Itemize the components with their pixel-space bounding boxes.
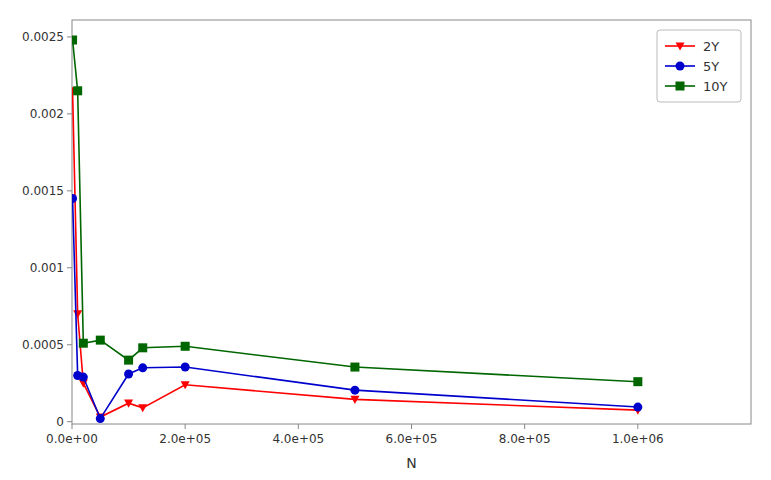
y-tick — [67, 36, 72, 37]
y-tick-label: 0.001 — [30, 261, 64, 275]
data-layer — [72, 36, 642, 424]
point-marker — [96, 336, 105, 345]
legend-marker — [676, 82, 685, 91]
x-tick-label: 2.0e+05 — [159, 432, 211, 446]
plot-frame — [72, 20, 751, 424]
y-tick — [67, 113, 72, 114]
x-tick — [411, 424, 412, 429]
point-marker — [124, 356, 133, 365]
x-tick-label: 0.0e+00 — [46, 432, 98, 446]
legend-label: 10Y — [703, 79, 728, 94]
point-marker — [181, 381, 190, 389]
point-marker — [72, 194, 77, 203]
y-tick-label: 0.0015 — [22, 184, 64, 198]
x-tick — [72, 424, 73, 429]
x-tick — [524, 424, 525, 429]
point-marker — [73, 310, 82, 318]
legend-marker — [676, 62, 685, 71]
legend-label: 5Y — [703, 59, 719, 74]
point-marker — [633, 403, 642, 412]
point-marker — [350, 363, 359, 372]
series-line — [73, 199, 638, 419]
y-tick — [67, 344, 72, 345]
y-tick — [67, 421, 72, 422]
y-tick — [67, 190, 72, 191]
point-marker — [181, 342, 190, 351]
point-marker — [79, 339, 88, 348]
x-tick-label: 1.0e+06 — [612, 432, 664, 446]
x-tick-label: 6.0e+05 — [386, 432, 438, 446]
point-marker — [181, 363, 190, 372]
legend: 2Y 5Y 10Y — [657, 30, 741, 102]
y-tick-label: 0.002 — [30, 107, 64, 121]
point-marker — [138, 363, 147, 372]
y-tick-label: 0.0005 — [22, 338, 64, 352]
point-marker — [350, 396, 359, 404]
legend-marker — [676, 42, 685, 50]
axes: 0.0e+00 2.0e+05 4.0e+05 6.0e+05 8.0e+05 1.0e+… — [22, 30, 664, 446]
series — [72, 194, 642, 423]
point-marker — [79, 373, 88, 382]
point-marker — [96, 414, 105, 423]
point-marker — [138, 404, 147, 412]
point-marker — [138, 343, 147, 352]
x-tick — [185, 424, 186, 429]
point-marker — [72, 36, 77, 45]
x-tick-label: 4.0e+05 — [272, 432, 324, 446]
point-marker — [73, 86, 82, 95]
point-marker — [633, 377, 642, 386]
point-marker — [124, 369, 133, 378]
x-axis-label: N — [406, 455, 416, 471]
x-tick — [637, 424, 638, 429]
y-tick-label: 0.0025 — [22, 30, 64, 44]
chart-container: 0.0e+00 2.0e+05 4.0e+05 6.0e+05 8.0e+05 1.0e+… — [0, 0, 771, 480]
series — [72, 87, 642, 421]
chart-svg: 0.0e+00 2.0e+05 4.0e+05 6.0e+05 8.0e+05 1.0e+… — [0, 0, 771, 480]
series-line — [73, 40, 638, 382]
legend-box — [657, 30, 741, 102]
point-marker — [350, 386, 359, 395]
x-tick-label: 8.0e+05 — [499, 432, 551, 446]
series — [72, 36, 642, 387]
y-tick-label: 0 — [56, 415, 64, 429]
x-tick — [298, 424, 299, 429]
y-tick — [67, 267, 72, 268]
legend-label: 2Y — [703, 39, 719, 54]
point-marker — [124, 400, 133, 408]
